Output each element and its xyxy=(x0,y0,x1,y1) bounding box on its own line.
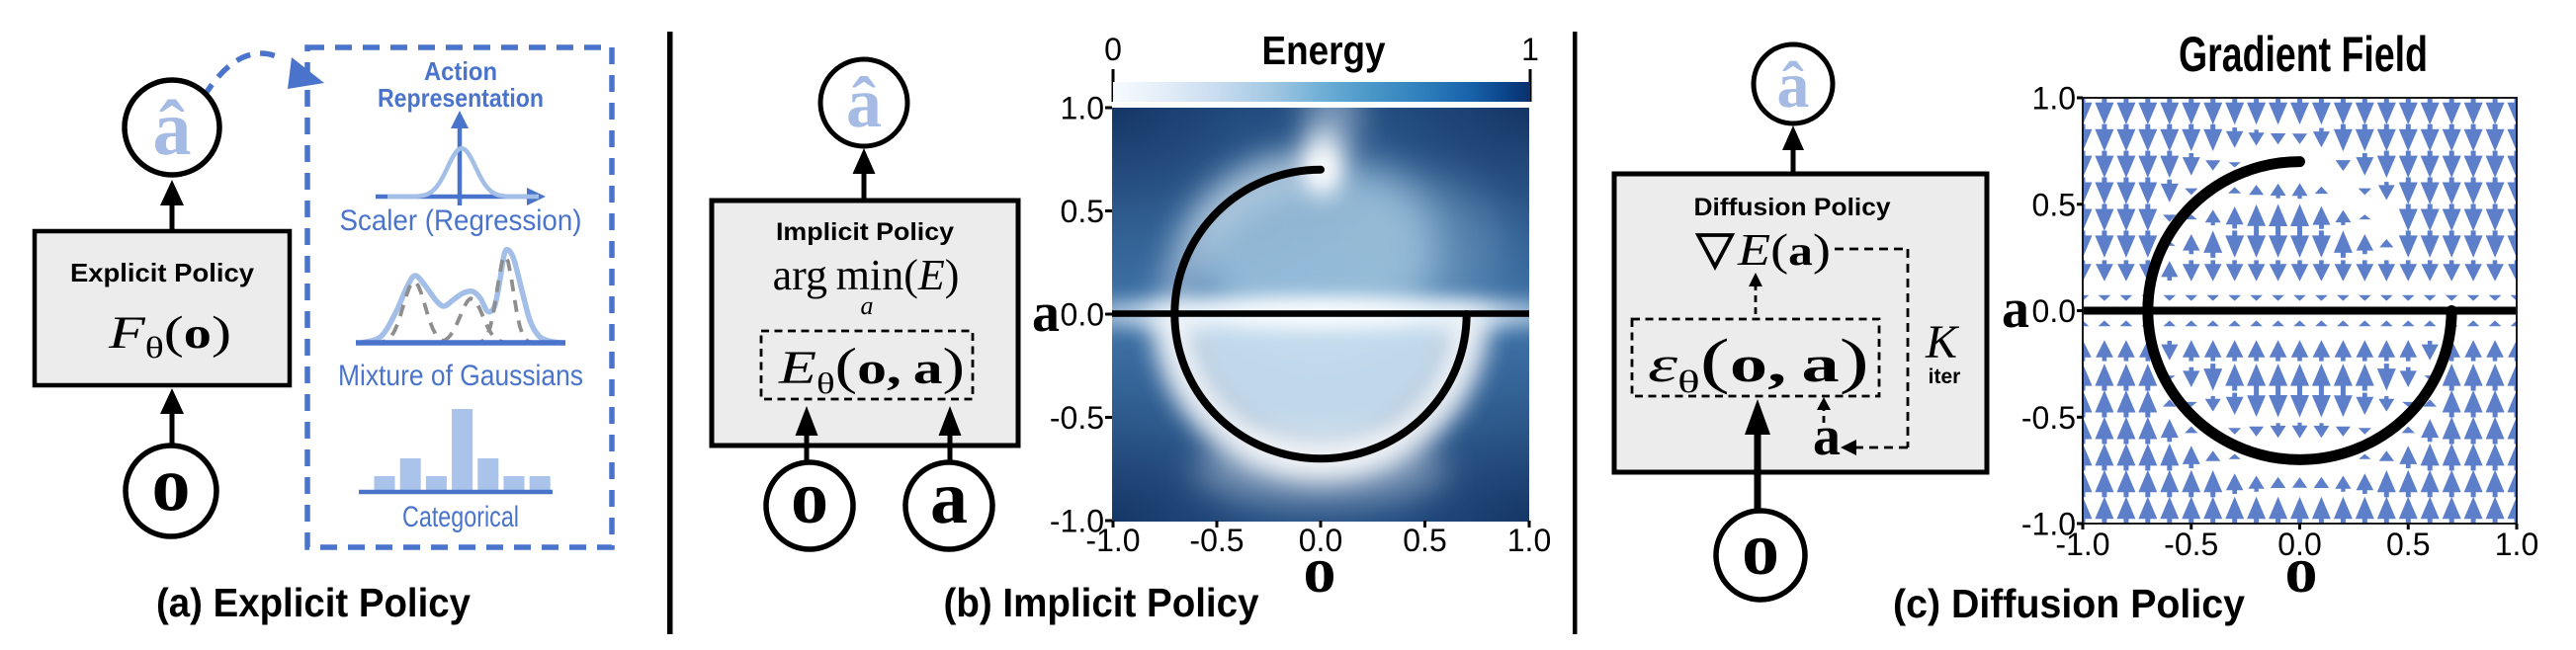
svg-text:-0.5: -0.5 xyxy=(2164,527,2218,562)
svg-text:0.0: 0.0 xyxy=(2032,293,2076,329)
svg-text:0: 0 xyxy=(1104,32,1122,67)
svg-text:1.0: 1.0 xyxy=(2032,81,2076,117)
svg-text:0.5: 0.5 xyxy=(2386,527,2430,562)
svg-text:Representation: Representation xyxy=(378,83,544,113)
svg-text:a: a xyxy=(1032,283,1060,344)
svg-text:Energy: Energy xyxy=(1262,28,1386,73)
svg-text:0.5: 0.5 xyxy=(1403,523,1446,558)
svg-text:0.0: 0.0 xyxy=(1299,523,1342,558)
svg-text:-1.0: -1.0 xyxy=(2021,507,2076,542)
svg-text:(c) Diffusion Policy: (c) Diffusion Policy xyxy=(1893,581,2245,626)
svg-text:1.0: 1.0 xyxy=(2495,527,2538,562)
svg-text:1: 1 xyxy=(1521,32,1539,67)
svg-text:-0.5: -0.5 xyxy=(1050,400,1104,436)
svg-text:1.0: 1.0 xyxy=(1061,91,1104,126)
svg-text:0.5: 0.5 xyxy=(2032,187,2076,222)
svg-text:iter: iter xyxy=(1929,366,1961,388)
svg-text:εθ(o, a): ε θ(o, a) xyxy=(1648,328,1869,399)
svg-text:E(a): E (a) xyxy=(1737,224,1831,275)
svg-text:-1.0: -1.0 xyxy=(1085,523,1140,558)
svg-text:o: o xyxy=(1742,508,1779,591)
svg-text:(b) Implicit Policy: (b) Implicit Policy xyxy=(944,580,1259,625)
svg-text:a: a xyxy=(930,456,968,539)
svg-text:Explicit Policy: Explicit Policy xyxy=(70,258,255,287)
svg-text:o: o xyxy=(152,441,191,527)
svg-text:â: â xyxy=(1777,49,1810,122)
svg-text:(a) Explicit Policy: (a) Explicit Policy xyxy=(156,580,471,625)
svg-text:Eθ(o, a): Eθ(o, a) xyxy=(778,339,965,400)
svg-text:Diffusion Policy: Diffusion Policy xyxy=(1694,194,1891,221)
svg-text:Fθ(o): Fθ(o) xyxy=(108,307,231,365)
svg-text:K: K xyxy=(1925,316,1960,368)
svg-text:0.0: 0.0 xyxy=(2277,527,2321,562)
svg-text:0.5: 0.5 xyxy=(1061,194,1104,229)
svg-text:â: â xyxy=(846,63,882,142)
svg-text:0.0: 0.0 xyxy=(1061,297,1104,333)
svg-text:Scaler (Regression): Scaler (Regression) xyxy=(340,204,582,237)
svg-text:-1.0: -1.0 xyxy=(2055,527,2109,562)
svg-text:â: â xyxy=(153,85,192,171)
svg-text:a: a xyxy=(861,291,874,320)
svg-text:Implicit Policy: Implicit Policy xyxy=(776,218,954,246)
svg-text:arg min(E): arg min(E) xyxy=(773,251,960,299)
svg-text:a: a xyxy=(1813,406,1841,467)
svg-text:Gradient Field: Gradient Field xyxy=(2179,27,2428,82)
svg-text:-0.5: -0.5 xyxy=(1189,523,1244,558)
svg-text:1.0: 1.0 xyxy=(1507,523,1551,558)
svg-text:Categorical: Categorical xyxy=(402,501,519,533)
svg-text:-0.5: -0.5 xyxy=(2021,400,2076,436)
svg-text:a: a xyxy=(2002,279,2029,340)
svg-text:o: o xyxy=(2285,534,2318,607)
svg-text:Mixture of Gaussians: Mixture of Gaussians xyxy=(338,360,583,392)
svg-text:Action: Action xyxy=(424,56,497,86)
svg-text:o: o xyxy=(1304,534,1336,607)
svg-text:-1.0: -1.0 xyxy=(1050,504,1104,539)
svg-text:o: o xyxy=(791,456,828,539)
